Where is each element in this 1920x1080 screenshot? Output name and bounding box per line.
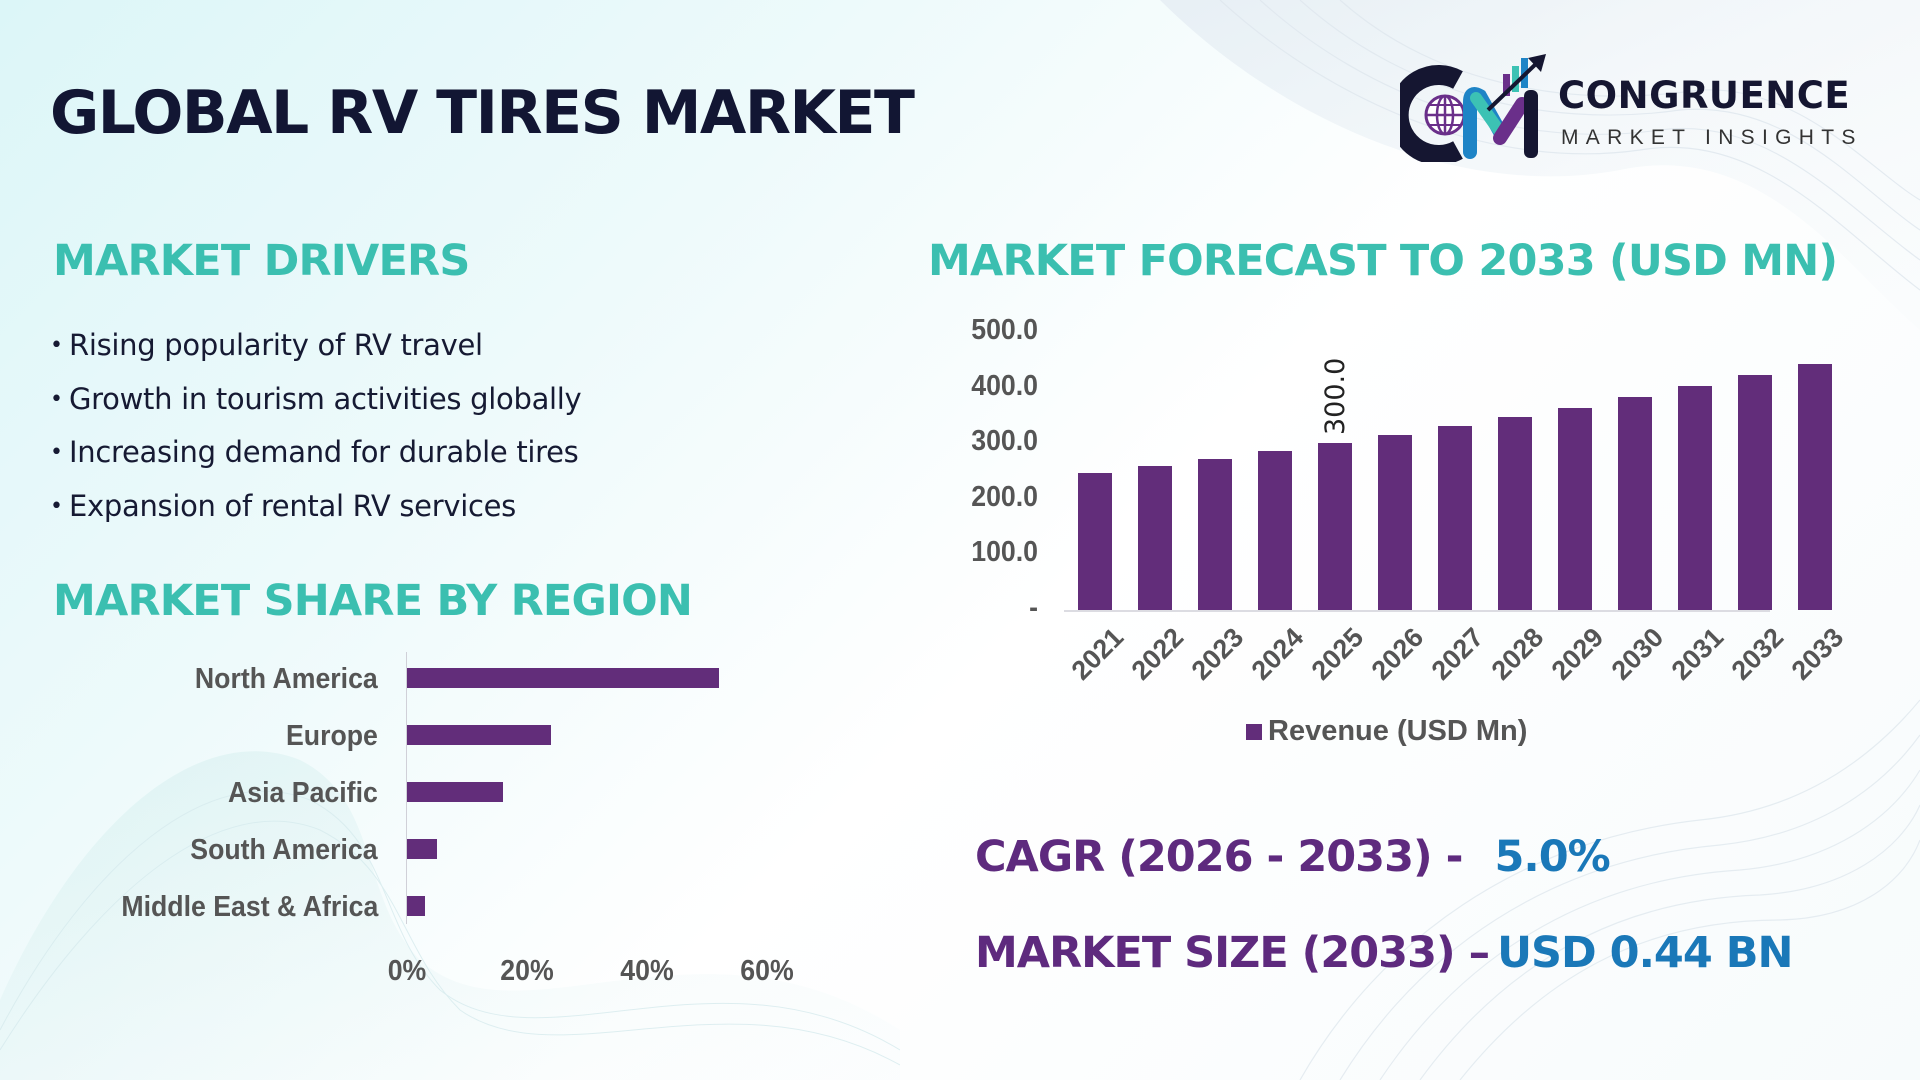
company-logo: CONGRUENCE MARKET INSIGHTS xyxy=(1388,52,1880,165)
market-drivers-list: • Rising popularity of RV travel • Growth … xyxy=(50,322,582,537)
region-label: Asia Pacific xyxy=(228,777,378,809)
forecast-x-tick: 2032 xyxy=(1725,622,1790,686)
region-row: Europe xyxy=(0,720,820,752)
region-bar xyxy=(407,725,551,745)
region-bar xyxy=(407,896,425,916)
region-row: South America xyxy=(0,834,820,866)
forecast-bar xyxy=(1558,407,1592,610)
market-forecast-heading: MARKET FORECAST TO 2033 (USD MN) xyxy=(928,236,1838,286)
market-drivers-heading: MARKET DRIVERS xyxy=(53,236,470,286)
forecast-y-tick: 300.0 xyxy=(971,425,1038,458)
forecast-bar xyxy=(1138,465,1172,610)
forecast-baseline xyxy=(1064,610,1770,612)
region-label: Europe xyxy=(286,720,378,752)
cagr-stat: CAGR (2026 - 2033) - 5.0% xyxy=(975,832,1611,882)
forecast-x-tick: 2028 xyxy=(1485,622,1550,686)
region-row: Asia Pacific xyxy=(0,777,820,809)
region-bar xyxy=(407,839,437,859)
forecast-legend: Revenue (USD Mn) xyxy=(1246,715,1527,748)
cagr-value: 5.0% xyxy=(1494,832,1610,882)
forecast-x-tick: 2029 xyxy=(1545,622,1610,686)
driver-item: • Expansion of rental RV services xyxy=(50,483,581,537)
legend-label: Revenue (USD Mn) xyxy=(1268,715,1528,747)
forecast-x-tick: 2024 xyxy=(1245,622,1310,686)
forecast-x-tick: 2026 xyxy=(1365,622,1430,686)
forecast-x-tick: 2033 xyxy=(1785,622,1850,686)
forecast-bar xyxy=(1438,425,1472,610)
page-title: GLOBAL RV TIRES MARKET xyxy=(50,78,915,148)
forecast-y-tick: 500.0 xyxy=(971,314,1038,346)
forecast-y-tick: - xyxy=(1029,592,1038,624)
market-share-heading: MARKET SHARE BY REGION xyxy=(53,576,693,626)
forecast-bar xyxy=(1318,443,1352,610)
forecast-x-tick: 2031 xyxy=(1665,622,1730,686)
driver-item: • Growth in tourism activities globally xyxy=(50,376,582,430)
market-size-label: MARKET SIZE (2033) – xyxy=(975,928,1490,978)
forecast-x-tick: 2030 xyxy=(1605,622,1670,686)
region-axis-tick: 60% xyxy=(740,955,794,987)
forecast-x-tick: 2022 xyxy=(1125,622,1190,686)
logo-name: CONGRUENCE xyxy=(1558,74,1851,117)
region-label: South America xyxy=(190,834,378,866)
forecast-bar xyxy=(1798,363,1832,610)
legend-swatch-icon xyxy=(1246,723,1262,740)
forecast-x-tick: 2025 xyxy=(1305,622,1370,686)
driver-item: • Rising popularity of RV travel xyxy=(50,322,581,376)
forecast-y-tick: 100.0 xyxy=(971,536,1038,569)
market-size-value: USD 0.44 BN xyxy=(1497,928,1793,978)
forecast-chart: Revenue (USD Mn) 500.0 400.0 300.0 200.0 100… xyxy=(930,310,1870,770)
forecast-bar xyxy=(1498,417,1532,610)
region-bar xyxy=(407,668,719,688)
forecast-bar xyxy=(1198,458,1232,610)
region-axis-tick: 0% xyxy=(387,955,427,987)
region-bar xyxy=(407,782,503,802)
forecast-bar xyxy=(1378,434,1412,610)
region-axis-tick: 20% xyxy=(500,955,554,987)
cagr-label: CAGR (2026 - 2033) - xyxy=(975,832,1463,882)
bullet-icon: • xyxy=(50,386,63,412)
region-row: North America xyxy=(0,663,820,695)
region-axis-tick: 40% xyxy=(620,955,674,987)
region-row: Middle East & Africa xyxy=(0,891,820,923)
forecast-x-tick: 2023 xyxy=(1185,622,1250,686)
region-label: Middle East & Africa xyxy=(121,891,378,923)
forecast-bar xyxy=(1078,472,1112,610)
forecast-bar xyxy=(1738,375,1772,610)
region-axis-line xyxy=(406,652,407,924)
driver-item: • Increasing demand for durable tires xyxy=(50,429,581,483)
forecast-bar xyxy=(1678,386,1712,610)
bullet-icon: • xyxy=(50,493,63,519)
cm-globe-growth-logo-icon xyxy=(1388,52,1550,165)
forecast-y-tick: 200.0 xyxy=(971,480,1038,513)
region-label: North America xyxy=(195,663,378,695)
region-share-chart: North America Europe Asia Pacific South Ame… xyxy=(0,640,820,1000)
forecast-data-label: 300.0 xyxy=(1320,357,1351,436)
forecast-bar xyxy=(1618,397,1652,610)
forecast-x-tick: 2021 xyxy=(1065,622,1130,686)
forecast-bar xyxy=(1258,450,1292,610)
bullet-icon: • xyxy=(50,440,63,465)
bullet-icon: • xyxy=(50,333,63,358)
logo-subtitle: MARKET INSIGHTS xyxy=(1561,126,1863,149)
market-size-stat: MARKET SIZE (2033) – USD 0.44 BN xyxy=(975,928,1794,978)
forecast-x-tick: 2027 xyxy=(1425,622,1490,686)
forecast-y-tick: 400.0 xyxy=(971,369,1038,402)
